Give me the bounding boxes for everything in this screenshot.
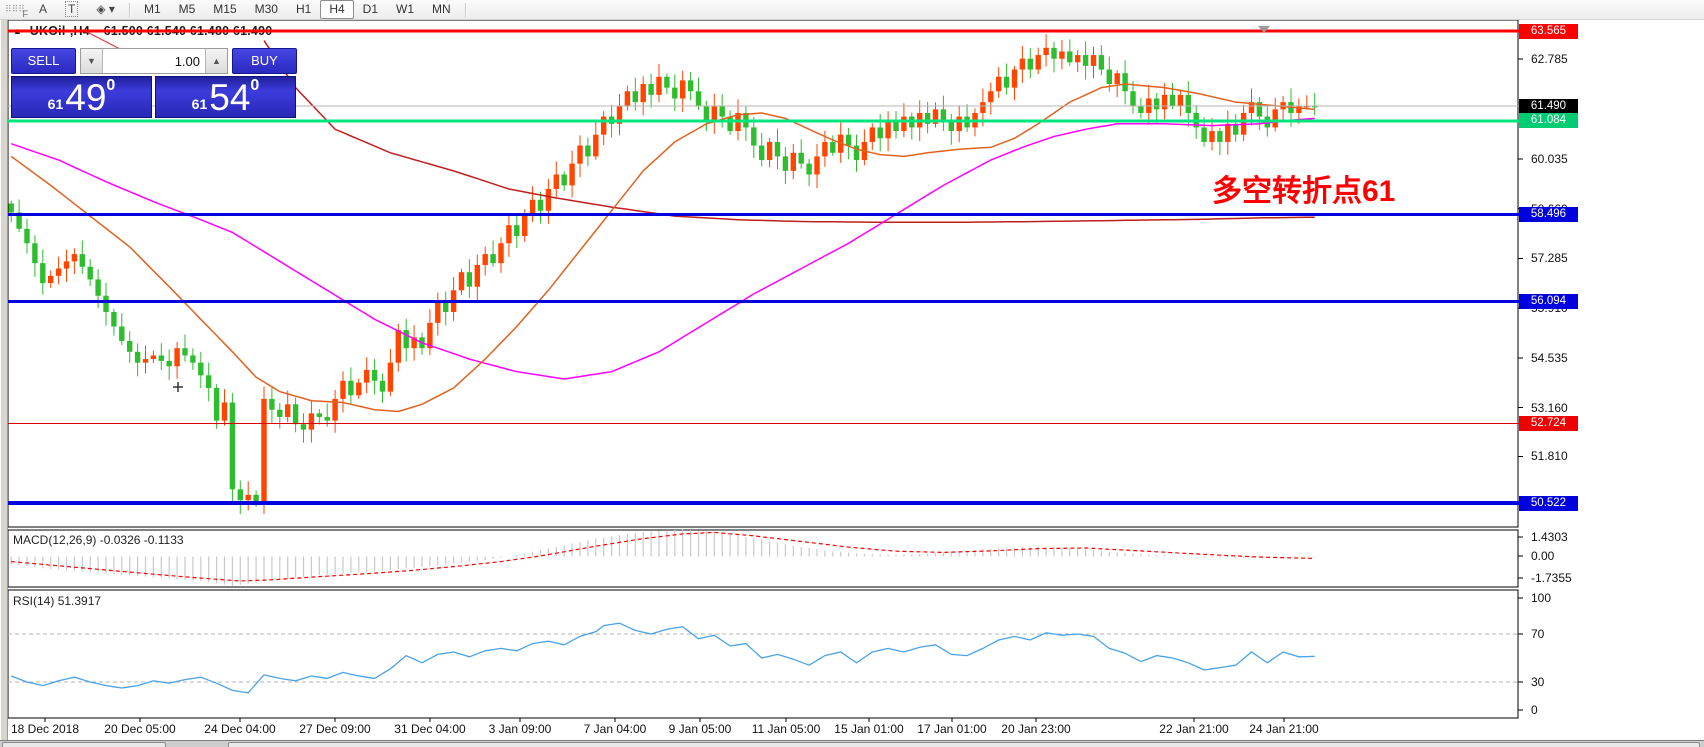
timeframe-button-mn[interactable]: MN xyxy=(432,2,451,16)
time-tick-label: 15 Jan 01:00 xyxy=(834,722,904,736)
timeframe-button-h1[interactable]: H1 xyxy=(295,2,312,16)
time-tick-label: 7 Jan 04:00 xyxy=(583,722,647,736)
macd-values: -0.0326 -0.1133 xyxy=(99,533,184,547)
buy-price-main: 54 xyxy=(209,77,251,118)
rsi-tick-label: 100 xyxy=(1531,591,1552,605)
price-tick-label: 54.535 xyxy=(1531,350,1568,365)
sell-price-pip: 0 xyxy=(106,77,116,94)
macd-tick-label: 1.4303 xyxy=(1531,530,1568,544)
rsi-value: 51.3917 xyxy=(57,594,102,608)
time-tick-label: 22 Jan 21:00 xyxy=(1159,722,1229,736)
volume-stepper: ▼ ▲ xyxy=(80,48,228,74)
macd-tick-label: 0.00 xyxy=(1531,549,1555,563)
macd-tick-label: -1.7355 xyxy=(1531,571,1572,585)
price-tick-label: 62.785 xyxy=(1531,52,1568,67)
price-badge-61.490: 61.490 xyxy=(1519,98,1578,114)
price-badge-63.565: 63.565 xyxy=(1519,23,1578,39)
time-tick-label: 9 Jan 05:00 xyxy=(668,722,732,736)
chart-annotation-text: 多空转折点61 xyxy=(1212,175,1396,208)
rsi-tick-label: 70 xyxy=(1531,627,1545,641)
chart-tab[interactable] xyxy=(228,742,1700,747)
timeframe-button-m1[interactable]: M1 xyxy=(143,2,161,16)
rsi-label: RSI(14) 51.3917 xyxy=(13,594,102,608)
rsi-tick-label: 30 xyxy=(1531,675,1545,689)
chart-tab-bar xyxy=(0,740,1704,747)
toolbar: ⠿⠿⠿ F A T ◈ ▾ M1 M5 M15 M30 H1 H4 D1 W1 MN xyxy=(0,0,1704,20)
volume-input[interactable] xyxy=(103,49,205,73)
time-tick-label: 24 Jan 21:00 xyxy=(1249,722,1319,736)
chart-tab[interactable] xyxy=(2,742,166,747)
sell-price-prefix: 61 xyxy=(47,96,64,112)
timeframe-button-h4[interactable]: H4 xyxy=(320,0,354,19)
price-badge-61.084: 61.084 xyxy=(1519,113,1578,129)
text-tool-icon[interactable]: A xyxy=(39,2,48,16)
label-tool-icon[interactable]: T xyxy=(56,1,87,18)
price-badge-50.522: 50.522 xyxy=(1519,495,1578,511)
volume-increase-button[interactable]: ▲ xyxy=(205,49,227,73)
price-tick-label: 60.035 xyxy=(1531,151,1568,166)
buy-price-display[interactable]: 61 54 0 xyxy=(155,76,296,118)
timeframe-button-m30[interactable]: M30 xyxy=(254,2,278,16)
sell-price-main: 49 xyxy=(65,77,107,118)
time-tick-label: 20 Dec 05:00 xyxy=(104,722,176,736)
price-tick-label: 57.285 xyxy=(1531,251,1568,266)
sell-price-display[interactable]: 61 49 0 xyxy=(11,76,152,118)
time-tick-label: 20 Jan 23:00 xyxy=(1001,722,1071,736)
timeframe-button-m5[interactable]: M5 xyxy=(178,2,196,16)
toolbar-separator xyxy=(464,2,466,17)
buy-button[interactable]: BUY xyxy=(232,48,297,74)
window-left-edge xyxy=(0,20,8,747)
price-badge-56.094: 56.094 xyxy=(1519,293,1578,309)
timeframe-button-d1[interactable]: D1 xyxy=(362,2,379,16)
grid-f-icon[interactable]: ⠿⠿⠿ F xyxy=(5,4,28,19)
time-tick-label: 17 Jan 01:00 xyxy=(917,722,987,736)
arrows-tool-icon[interactable]: ◈ ▾ xyxy=(96,2,115,16)
time-tick-label: 27 Dec 09:00 xyxy=(299,722,371,736)
toolbar-separator xyxy=(128,2,130,17)
price-badge-58.496: 58.496 xyxy=(1519,206,1578,222)
time-tick-label: 11 Jan 05:00 xyxy=(751,722,821,736)
timeframe-button-m15[interactable]: M15 xyxy=(213,2,237,16)
rsi-tick-label: 0 xyxy=(1531,703,1538,717)
time-tick-label: 18 Dec 2018 xyxy=(10,722,80,736)
macd-label: MACD(12,26,9) -0.0326 -0.1133 xyxy=(13,533,184,547)
time-tick-label: 24 Dec 04:00 xyxy=(204,722,276,736)
price-badge-52.724: 52.724 xyxy=(1519,415,1578,431)
volume-decrease-button[interactable]: ▼ xyxy=(81,49,103,73)
buy-price-prefix: 61 xyxy=(191,96,208,112)
sell-button[interactable]: SELL xyxy=(11,48,76,74)
timeframe-button-w1[interactable]: W1 xyxy=(396,2,415,16)
price-tick-label: 53.160 xyxy=(1531,400,1568,415)
price-tick-label: 51.810 xyxy=(1531,449,1568,464)
buy-price-pip: 0 xyxy=(250,77,260,94)
timeframe-group: M1 M5 M15 M30 H1 H4 D1 W1 MN xyxy=(135,0,460,19)
time-tick-label: 3 Jan 09:00 xyxy=(488,722,552,736)
time-tick-label: 31 Dec 04:00 xyxy=(394,722,466,736)
